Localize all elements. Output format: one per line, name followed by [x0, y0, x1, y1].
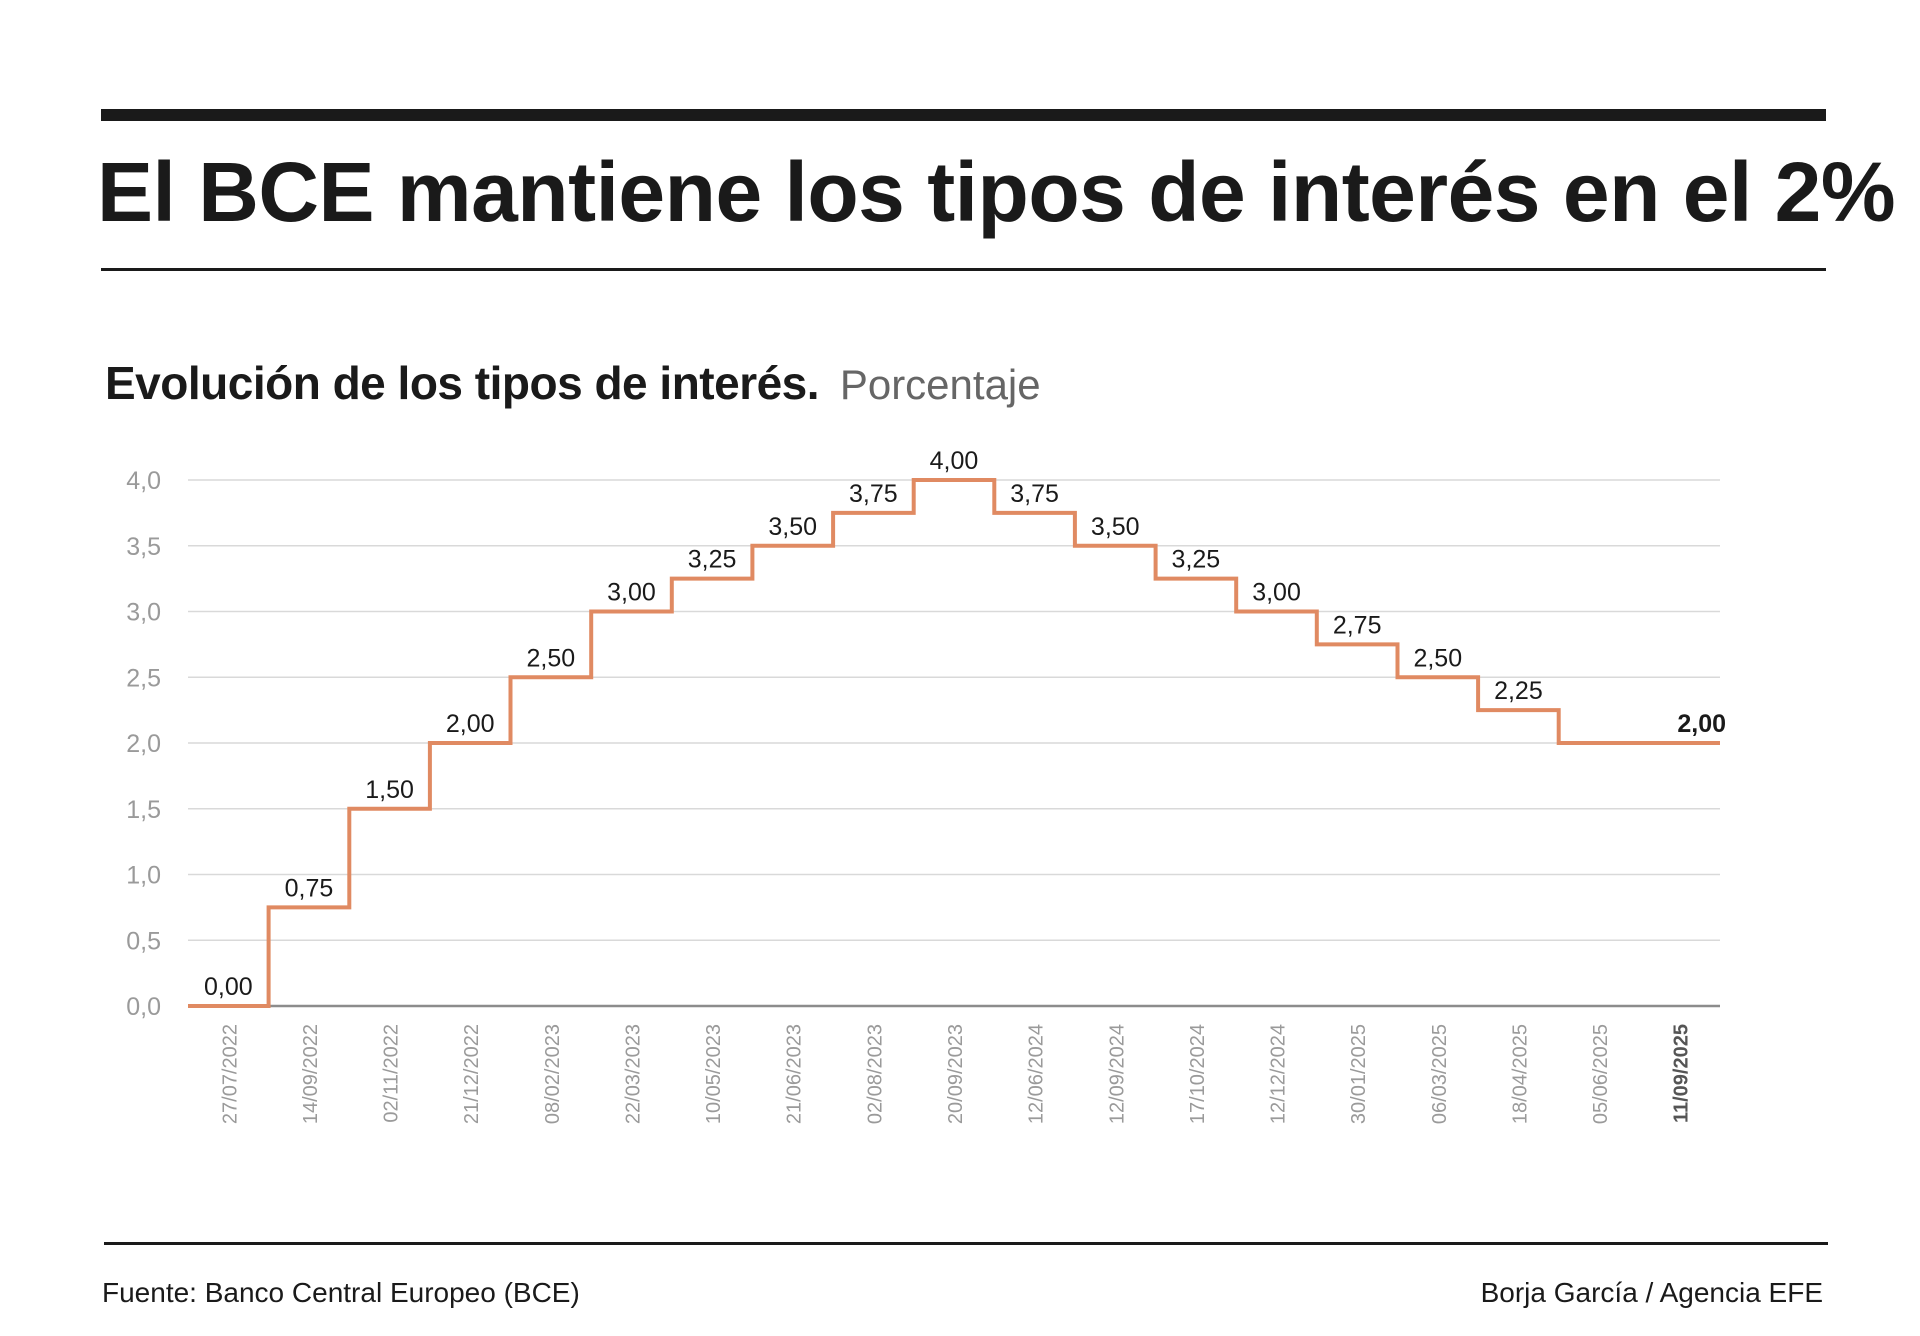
data-labels: 0,00 0,75 1,50 2,00 2,50 3,00 3,25 3,50 3,75 4,00…: [204, 447, 1726, 1001]
y-tick-label: 2,5: [126, 664, 161, 692]
data-label: 2,50: [527, 644, 576, 672]
x-tick-label: 18/04/2025: [1509, 1024, 1531, 1124]
chart-unit: Porcentaje: [839, 361, 1041, 408]
y-tick-label: 0,0: [126, 993, 161, 1021]
top-rule: [101, 109, 1826, 121]
chart-heading: Evolución de los tipos de interés. Porce…: [105, 355, 1041, 413]
x-tick-label: 21/06/2023: [784, 1024, 806, 1124]
data-label: 2,25: [1494, 677, 1543, 705]
y-tick-label: 4,0: [126, 467, 161, 495]
data-label: 3,50: [1091, 513, 1140, 541]
y-tick-label: 0,5: [126, 927, 161, 955]
data-label: 0,00: [204, 973, 253, 1001]
data-label: 0,75: [285, 874, 334, 902]
data-label: 1,50: [365, 776, 414, 804]
data-label: 3,75: [1010, 480, 1059, 508]
data-label: 2,00: [446, 710, 495, 738]
data-label: 3,25: [1172, 546, 1221, 574]
x-tick-label: 12/09/2024: [1106, 1024, 1128, 1124]
x-tick-label: 20/09/2023: [945, 1024, 967, 1124]
footer-rule: [104, 1242, 1828, 1245]
data-label: 3,75: [849, 480, 898, 508]
x-tick-label: 30/01/2025: [1348, 1024, 1370, 1124]
x-tick-label: 11/09/2025: [1671, 1024, 1693, 1123]
x-tick-label: 27/07/2022: [219, 1024, 241, 1124]
rate-step-line: [188, 478, 1720, 1008]
x-tick-label: 02/08/2023: [864, 1024, 886, 1124]
title-rule: [101, 268, 1826, 271]
y-tick-label: 1,0: [126, 862, 161, 890]
x-tick-label: 02/11/2022: [381, 1024, 403, 1123]
x-tick-label: 22/03/2023: [622, 1024, 644, 1124]
data-label: 3,00: [607, 579, 656, 607]
page-title: El BCE mantiene los tipos de interés en …: [97, 145, 1896, 239]
y-tick-label: 3,0: [126, 599, 161, 627]
y-axis-ticks: 0,0 0,5 1,0 1,5 2,0 2,5 3,0 3,5 4,0: [126, 467, 161, 1021]
data-label: 3,25: [688, 546, 737, 574]
data-label: 3,50: [768, 513, 817, 541]
data-label: 3,00: [1252, 579, 1301, 607]
source-note: Fuente: Banco Central Europeo (BCE): [102, 1277, 580, 1308]
x-tick-label: 12/06/2024: [1026, 1024, 1048, 1124]
data-label: 2,75: [1333, 611, 1382, 639]
x-tick-label: 17/10/2024: [1187, 1024, 1209, 1124]
x-tick-label: 06/03/2025: [1429, 1024, 1451, 1124]
y-tick-label: 1,5: [126, 796, 161, 824]
x-tick-label: 14/09/2022: [300, 1024, 322, 1124]
chart-title: Evolución de los tipos de interés.: [105, 357, 820, 409]
data-label: 4,00: [930, 447, 979, 475]
series-layer: [188, 478, 1720, 1008]
x-tick-label: 05/06/2025: [1590, 1024, 1612, 1124]
author-credit: Borja García / Agencia EFE: [1480, 1277, 1823, 1308]
x-tick-label: 10/05/2023: [703, 1024, 725, 1124]
y-tick-label: 3,5: [126, 533, 161, 561]
x-tick-label: 12/12/2024: [1268, 1024, 1290, 1124]
x-axis-ticks: 27/07/2022 14/09/2022 02/11/2022 21/12/2022…: [219, 1024, 1692, 1124]
y-tick-label: 2,0: [126, 730, 161, 758]
x-tick-label: 08/02/2023: [542, 1024, 564, 1124]
grid-layer: [188, 479, 1720, 1008]
data-label: 2,00: [1677, 710, 1726, 738]
data-label: 2,50: [1413, 644, 1462, 672]
x-tick-label: 21/12/2022: [461, 1024, 483, 1124]
